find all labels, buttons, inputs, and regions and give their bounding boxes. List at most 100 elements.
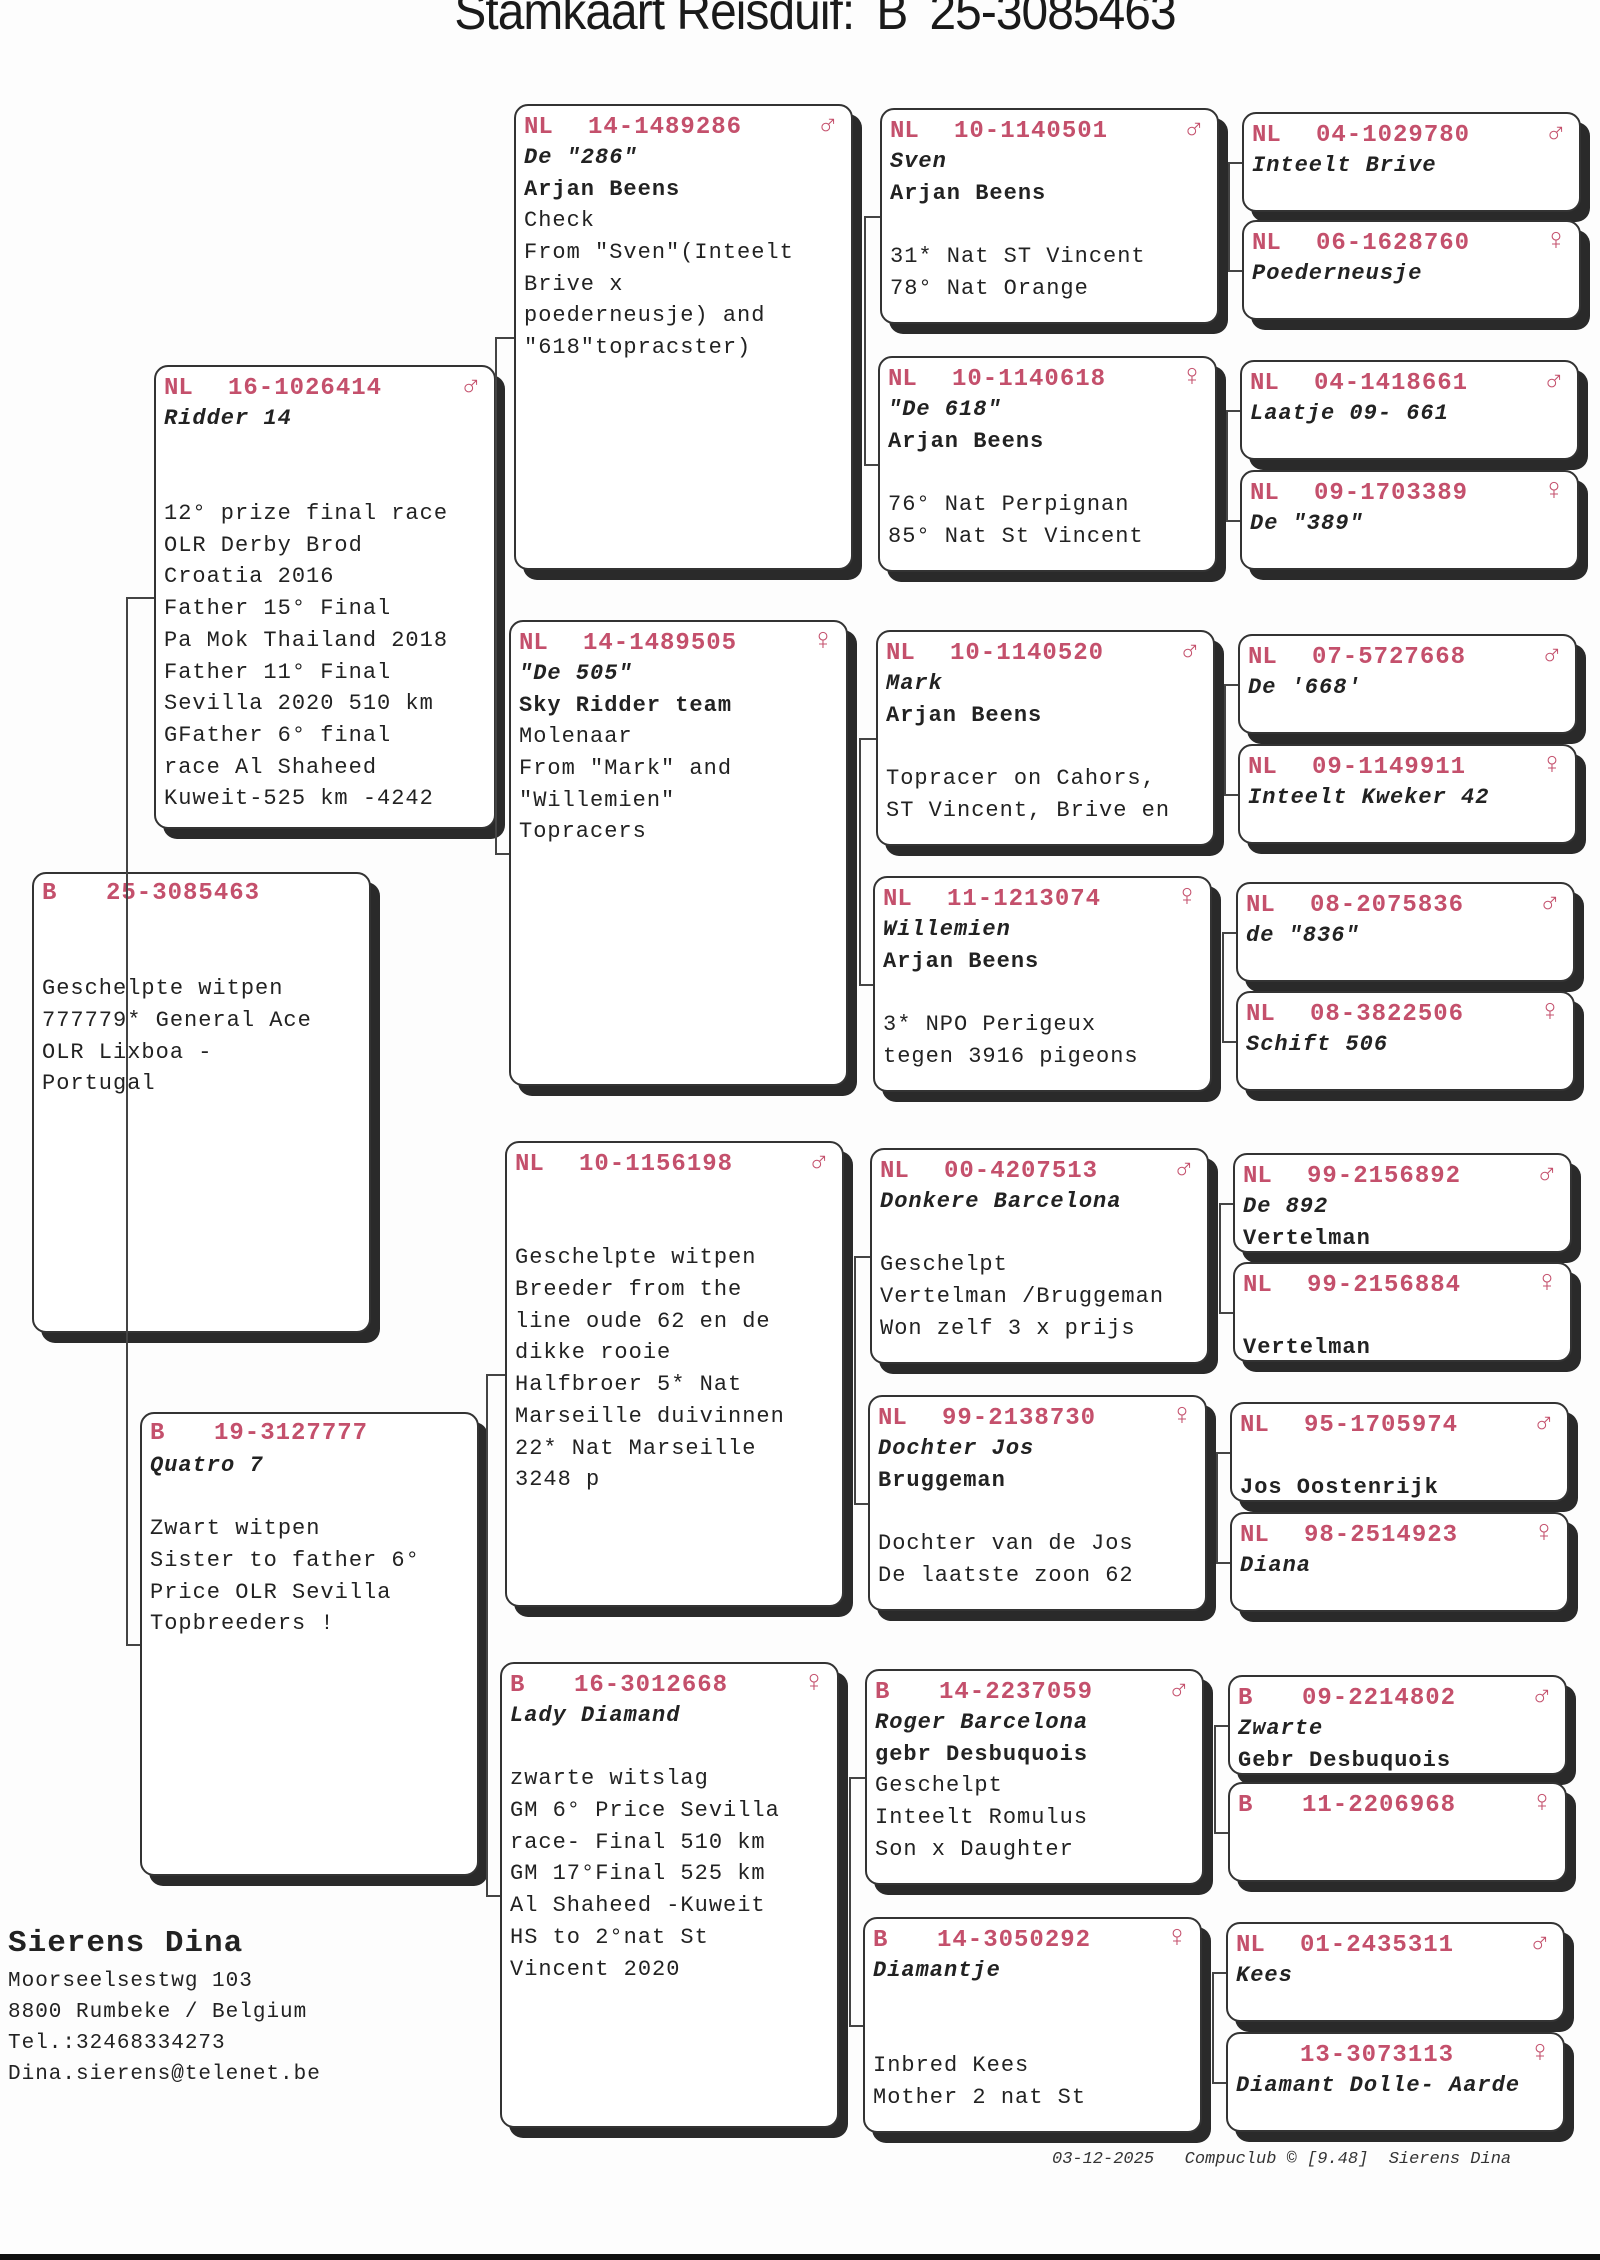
pigeon-name: De "389" — [1250, 511, 1364, 536]
breeder-name: Arjan Beens — [888, 428, 1045, 454]
pigeon-card: NL 07-5727668 ♂ De '668' — [1238, 634, 1577, 734]
connector-line — [1219, 1203, 1221, 1312]
connector-line — [1216, 1562, 1230, 1564]
pigeon-name: Willemien — [883, 917, 1011, 942]
breeder-name: Arjan Beens — [524, 176, 681, 202]
remark-line — [164, 435, 486, 467]
ring-number: 14-2237059 — [939, 1679, 1094, 1706]
ring-number: 98-2514923 — [1304, 1522, 1459, 1549]
remark-line — [886, 731, 1205, 763]
pigeon-card: NL 00-4207513 ♂ Donkere Barcelona Geschelpt V… — [870, 1148, 1209, 1364]
card-header: B 25-3085463 — [42, 878, 361, 910]
connector-line — [849, 1777, 865, 1779]
pigeon-name: Zwarte — [1238, 1716, 1324, 1741]
ring-number: 99-2138730 — [942, 1405, 1097, 1432]
connector-line — [1212, 2082, 1226, 2084]
pigeon-card: B 14-3050292 ♀ Diamantje Inbred Kees Mother 2… — [863, 1917, 1202, 2133]
remark-line: "618"topracster) — [524, 335, 752, 361]
breeder-name: gebr Desbuquois — [875, 1741, 1089, 1767]
card-header: NL 08-3822506 ♀ — [1246, 997, 1565, 1029]
title-country: B — [876, 0, 908, 41]
country-code: B — [42, 880, 57, 907]
connector-line — [486, 1895, 500, 1897]
connector-line — [1214, 1725, 1228, 1727]
remark-line: GM 6° Price Sevilla — [510, 1798, 780, 1824]
connector-line — [1228, 162, 1242, 164]
pigeon-name: Inteelt Brive — [1252, 153, 1437, 178]
connector-line — [1212, 1972, 1226, 1974]
pigeon-name: Dochter Jos — [878, 1436, 1035, 1461]
sex-icon: ♀ — [1544, 475, 1563, 509]
connector-line — [1224, 684, 1226, 794]
remark-line: Inteelt Romulus — [875, 1805, 1089, 1831]
connector-line — [126, 597, 154, 599]
sex-icon: ♀ — [1546, 225, 1565, 259]
remark-line: Brive x — [524, 271, 624, 297]
breeder-name: Vertelman — [1243, 1334, 1371, 1360]
remark-line — [510, 1732, 829, 1764]
sex-icon: ♀ — [813, 625, 832, 659]
remark-line — [164, 466, 486, 498]
country-code: NL — [1250, 480, 1279, 507]
country-code: B — [1238, 1685, 1253, 1712]
connector-line — [859, 984, 873, 986]
card-header: NL 99-2138730 ♀ — [878, 1401, 1197, 1433]
card-header: NL 01-2435311 ♂ — [1236, 1928, 1555, 1960]
pigeon-card: NL 99-2156892 ♂ De 892 Vertelman — [1233, 1153, 1572, 1253]
card-header: NL 95-1705974 ♂ — [1240, 1408, 1559, 1440]
remark-line: 78° Nat Orange — [890, 275, 1089, 301]
country-code: NL — [1243, 1272, 1272, 1299]
country-code: B — [510, 1672, 525, 1699]
ring-number: 09-1149911 — [1312, 754, 1467, 781]
pigeon-card: B 16-3012668 ♀ Lady Diamand zwarte witslag GM… — [500, 1662, 839, 2128]
pigeon-card: B 09-2214802 ♂ Zwarte Gebr Desbuquois — [1228, 1675, 1567, 1775]
remark-line — [883, 977, 1202, 1009]
connector-line — [1224, 684, 1238, 686]
remark-line: Son x Daughter — [875, 1836, 1074, 1862]
pigeon-card: B 11-2206968 ♀ — [1228, 1782, 1567, 1882]
remark-line: 22* Nat Marseille — [515, 1435, 757, 1461]
card-header: NL 07-5727668 ♂ — [1248, 640, 1567, 672]
country-code: NL — [1246, 1001, 1275, 1028]
ring-number: 16-3012668 — [574, 1672, 729, 1699]
pigeon-card: NL 10-1156198 ♂ Geschelpte witpen Breeder fr… — [505, 1141, 844, 1607]
country-code: NL — [878, 1405, 907, 1432]
card-header: B 16-3012668 ♀ — [510, 1668, 829, 1700]
connector-line — [1216, 1452, 1218, 1562]
pigeon-card: NL 99-2156884 ♀ Vertelman — [1233, 1262, 1572, 1362]
connector-line — [126, 597, 128, 1644]
sex-icon: ♀ — [1532, 1787, 1551, 1821]
owner-email: Dina.sierens@telenet.be — [8, 2063, 321, 2086]
sex-icon: ♂ — [1542, 639, 1561, 673]
ring-number: 09-2214802 — [1302, 1685, 1457, 1712]
remark-line: 31* Nat ST Vincent — [890, 244, 1146, 270]
remark-line: Al Shaheed -Kuweit — [510, 1893, 766, 1919]
sex-icon: ♀ — [1540, 996, 1559, 1030]
connector-line — [1228, 270, 1242, 272]
pigeon-card: NL 09-1149911 ♀ Inteelt Kweker 42 — [1238, 744, 1577, 844]
connector-line — [864, 216, 880, 218]
ring-number: 10-1140520 — [950, 640, 1105, 667]
connector-line — [1222, 932, 1224, 1041]
pigeon-card: NL 09-1703389 ♀ De "389" — [1240, 470, 1579, 570]
remark-line: Won zelf 3 x prijs — [880, 1315, 1136, 1341]
connector-line — [1219, 1312, 1233, 1314]
pigeon-card: NL 08-3822506 ♀ Schift 506 — [1236, 991, 1575, 1091]
remark-line: Marseille duivinnen — [515, 1403, 785, 1429]
ring-number: 14-3050292 — [937, 1927, 1092, 1954]
pigeon-name: Diamantje — [873, 1958, 1001, 1983]
card-header: NL 10-1140520 ♂ — [886, 636, 1205, 668]
pigeon-card: NL 10-1140501 ♂ Sven Arjan Beens 31* Nat ST V… — [880, 108, 1219, 324]
sex-icon: ♂ — [809, 1146, 828, 1180]
card-header: NL 10-1156198 ♂ — [515, 1147, 834, 1179]
ring-number: 10-1140618 — [952, 366, 1107, 393]
pigeon-name: "De 618" — [888, 397, 1002, 422]
connector-line — [854, 1256, 870, 1258]
country-code: B — [875, 1679, 890, 1706]
card-header: B 09-2214802 ♂ — [1238, 1681, 1557, 1713]
sex-icon: ♂ — [1540, 887, 1559, 921]
pigeon-name: Diamant Dolle- Aarde — [1236, 2073, 1521, 2098]
sex-icon: ♀ — [1172, 1400, 1191, 1434]
remark-line — [873, 2018, 1192, 2050]
remark-line: Zwart witpen — [150, 1516, 321, 1542]
